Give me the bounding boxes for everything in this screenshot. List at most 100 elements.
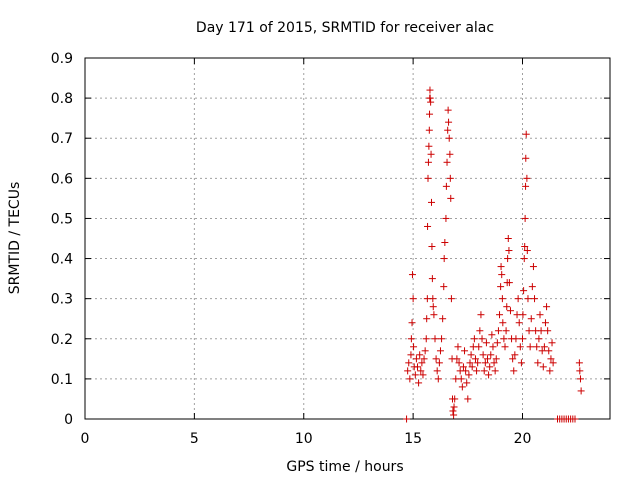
data-point bbox=[538, 347, 546, 355]
data-point bbox=[415, 379, 423, 387]
data-point bbox=[478, 335, 486, 343]
y-tick-label: 0 bbox=[64, 412, 73, 428]
data-point bbox=[458, 383, 466, 391]
data-point bbox=[474, 359, 482, 367]
axis-ticks: 0 0.1 0.2 0.3 0.4 0.5 0.6 0.7 0.8 0.9 0 5 10 15 20 bbox=[51, 51, 610, 447]
data-point bbox=[499, 319, 507, 327]
data-point bbox=[540, 343, 548, 351]
y-tick-label: 0.7 bbox=[51, 131, 73, 147]
data-point bbox=[531, 295, 539, 303]
data-point bbox=[463, 379, 471, 387]
data-point bbox=[429, 295, 437, 303]
x-tick-label: 5 bbox=[190, 431, 199, 447]
data-point bbox=[407, 335, 415, 343]
data-point bbox=[407, 351, 415, 359]
data-point bbox=[424, 222, 432, 230]
data-point bbox=[521, 243, 529, 251]
data-point bbox=[432, 355, 440, 363]
data-point bbox=[466, 359, 474, 367]
data-point bbox=[441, 239, 449, 247]
data-point bbox=[476, 327, 484, 335]
data-point bbox=[422, 335, 430, 343]
x-tick-label: 10 bbox=[295, 431, 313, 447]
y-tick-label: 0.2 bbox=[51, 332, 73, 348]
data-point bbox=[549, 359, 557, 367]
data-points bbox=[403, 86, 585, 423]
data-point bbox=[545, 347, 553, 355]
data-point bbox=[541, 319, 549, 327]
data-point bbox=[440, 283, 448, 291]
data-point bbox=[434, 375, 442, 383]
data-point bbox=[450, 411, 458, 419]
data-point bbox=[506, 307, 514, 315]
data-point bbox=[571, 415, 579, 423]
data-point bbox=[442, 182, 450, 190]
data-point bbox=[489, 343, 497, 351]
data-point bbox=[533, 343, 541, 351]
data-point bbox=[406, 375, 414, 383]
data-point bbox=[446, 150, 454, 158]
data-point bbox=[513, 311, 521, 319]
data-point bbox=[498, 271, 506, 279]
data-point bbox=[491, 367, 499, 375]
data-point bbox=[516, 343, 524, 351]
data-point bbox=[409, 295, 417, 303]
data-point bbox=[453, 355, 461, 363]
data-point bbox=[410, 343, 418, 351]
data-point bbox=[442, 214, 450, 222]
data-point bbox=[543, 303, 551, 311]
data-point bbox=[465, 371, 473, 379]
data-point bbox=[498, 295, 506, 303]
data-point bbox=[521, 214, 529, 222]
data-point bbox=[443, 158, 451, 166]
data-point bbox=[500, 335, 508, 343]
data-point bbox=[421, 347, 429, 355]
data-point bbox=[445, 118, 453, 126]
data-point bbox=[510, 367, 518, 375]
data-point bbox=[455, 359, 463, 367]
data-point bbox=[439, 315, 447, 323]
data-point bbox=[440, 255, 448, 263]
x-tick-label: 0 bbox=[81, 431, 90, 447]
data-point bbox=[417, 367, 425, 375]
data-point bbox=[459, 363, 467, 371]
data-point bbox=[517, 359, 525, 367]
data-point bbox=[420, 355, 428, 363]
data-point bbox=[436, 347, 444, 355]
data-point bbox=[475, 343, 483, 351]
data-point bbox=[576, 367, 584, 375]
data-point bbox=[514, 295, 522, 303]
data-point bbox=[468, 363, 476, 371]
data-point bbox=[503, 303, 511, 311]
data-point bbox=[408, 271, 416, 279]
data-point bbox=[414, 363, 421, 371]
data-point bbox=[547, 355, 555, 363]
x-tick-label: 15 bbox=[404, 431, 422, 447]
data-point bbox=[423, 315, 431, 323]
y-tick-label: 0.3 bbox=[51, 292, 73, 308]
data-point bbox=[484, 355, 491, 363]
y-tick-label: 0.5 bbox=[51, 211, 73, 227]
data-point bbox=[522, 130, 530, 138]
data-point bbox=[520, 255, 528, 263]
data-point bbox=[529, 263, 537, 271]
data-point bbox=[546, 367, 554, 375]
data-point bbox=[523, 174, 531, 182]
data-point bbox=[464, 395, 472, 403]
data-point bbox=[511, 351, 519, 359]
data-point bbox=[519, 335, 526, 343]
data-point bbox=[505, 279, 513, 287]
y-tick-label: 0.1 bbox=[51, 372, 73, 388]
data-point bbox=[502, 327, 510, 335]
x-axis-label: GPS time / hours bbox=[286, 459, 403, 475]
data-point bbox=[537, 327, 545, 335]
data-point bbox=[404, 367, 412, 375]
data-point bbox=[405, 359, 413, 367]
data-point bbox=[473, 367, 481, 375]
y-tick-label: 0.4 bbox=[51, 252, 73, 268]
grid bbox=[85, 58, 610, 419]
data-point bbox=[447, 295, 455, 303]
y-axis-label: SRMTID / TECUs bbox=[7, 182, 23, 295]
data-point bbox=[429, 303, 437, 311]
